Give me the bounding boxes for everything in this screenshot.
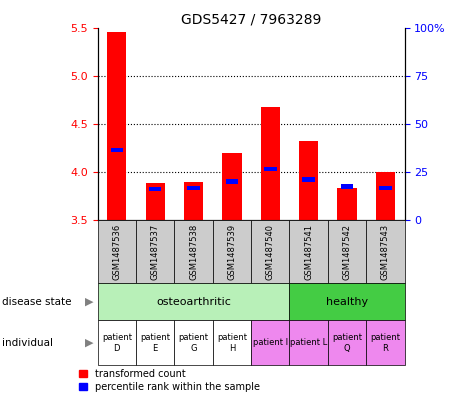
Text: patient
E: patient E [140, 333, 170, 353]
Bar [213, 220, 251, 283]
Bar [136, 320, 174, 365]
Bar [302, 178, 315, 182]
Text: GSM1487539: GSM1487539 [227, 224, 236, 279]
Bar [107, 32, 126, 220]
Text: healthy: healthy [326, 297, 368, 307]
Text: GSM1487541: GSM1487541 [304, 224, 313, 279]
Text: GSM1487536: GSM1487536 [113, 223, 121, 280]
Bar [184, 182, 203, 220]
Bar [146, 184, 165, 220]
Text: ▶: ▶ [85, 338, 93, 348]
Bar [264, 167, 277, 171]
Text: GSM1487542: GSM1487542 [343, 224, 352, 279]
Text: patient I: patient I [252, 338, 288, 347]
Bar [289, 320, 328, 365]
Bar [338, 188, 357, 220]
Bar [379, 186, 392, 191]
Bar [289, 283, 405, 320]
Bar [149, 187, 161, 191]
Bar [174, 320, 213, 365]
Text: patient
D: patient D [102, 333, 132, 353]
Bar [136, 220, 174, 283]
Bar [328, 320, 366, 365]
Title: GDS5427 / 7963289: GDS5427 / 7963289 [181, 12, 321, 26]
Legend: transformed count, percentile rank within the sample: transformed count, percentile rank withi… [79, 369, 260, 392]
Text: GSM1487543: GSM1487543 [381, 224, 390, 279]
Text: patient
R: patient R [370, 333, 400, 353]
Text: GSM1487540: GSM1487540 [266, 224, 275, 279]
Bar [289, 220, 328, 283]
Bar [98, 220, 136, 283]
Bar [261, 107, 280, 220]
Text: patient
Q: patient Q [332, 333, 362, 353]
Bar [174, 220, 213, 283]
Text: GSM1487537: GSM1487537 [151, 223, 159, 280]
Bar [251, 320, 289, 365]
Bar [366, 220, 405, 283]
Bar [328, 220, 366, 283]
Bar [226, 179, 238, 184]
Bar [251, 220, 289, 283]
Text: osteoarthritic: osteoarthritic [156, 297, 231, 307]
Bar [111, 148, 123, 152]
Text: disease state: disease state [2, 297, 72, 307]
Bar [376, 172, 395, 220]
Bar [213, 320, 251, 365]
Text: ▶: ▶ [85, 297, 93, 307]
Bar [98, 320, 136, 365]
Text: individual: individual [2, 338, 53, 348]
Text: GSM1487538: GSM1487538 [189, 223, 198, 280]
Bar [98, 283, 289, 320]
Bar [366, 320, 405, 365]
Text: patient L: patient L [290, 338, 327, 347]
Text: patient
H: patient H [217, 333, 247, 353]
Bar [187, 186, 200, 191]
Bar [341, 184, 353, 189]
Bar [299, 141, 318, 220]
Bar [222, 152, 241, 220]
Text: patient
G: patient G [179, 333, 209, 353]
